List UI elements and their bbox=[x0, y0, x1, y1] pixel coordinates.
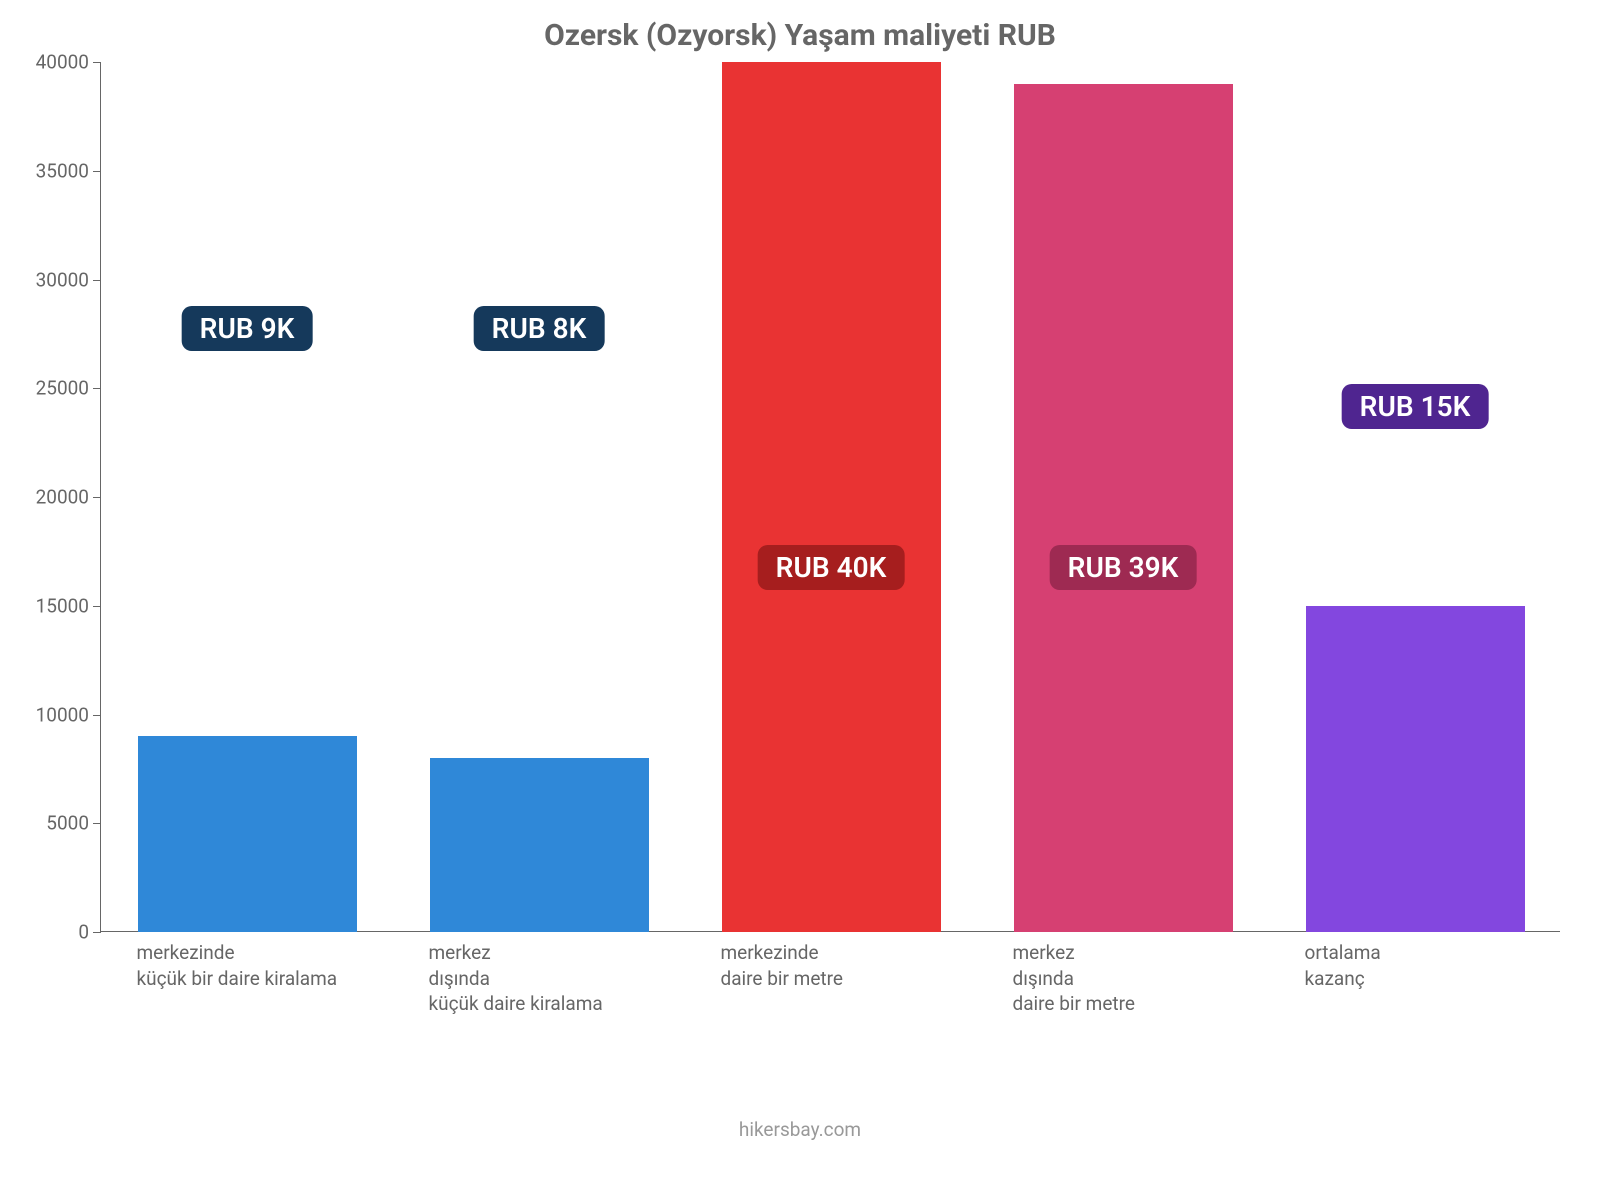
x-axis-category-label: ortalama kazanç bbox=[1305, 940, 1381, 991]
y-axis-tick-label: 35000 bbox=[36, 159, 101, 182]
attribution-text: hikersbay.com bbox=[0, 1118, 1600, 1141]
bar bbox=[430, 758, 649, 932]
plot-area: RUB 9KRUB 8KRUB 40KRUB 39KRUB 15K 050001… bbox=[100, 62, 1560, 932]
y-axis-tick-label: 10000 bbox=[36, 703, 101, 726]
x-axis-category-label: merkez dışında küçük daire kiralama bbox=[429, 940, 603, 1017]
bars-layer: RUB 9K RUB 8K RUB 40K RUB 39K RUB 15K bbox=[101, 62, 1560, 932]
value-badge: RUB 39K bbox=[1050, 545, 1197, 590]
value-badge: RUB 9K bbox=[182, 306, 313, 351]
y-axis-tick-label: 40000 bbox=[36, 51, 101, 74]
y-axis-tick-label: 30000 bbox=[36, 268, 101, 291]
y-axis-tick-label: 20000 bbox=[36, 486, 101, 509]
y-axis-tick-label: 15000 bbox=[36, 594, 101, 617]
y-axis-tick-label: 25000 bbox=[36, 377, 101, 400]
bar bbox=[722, 62, 941, 932]
x-axis-category-label: merkez dışında daire bir metre bbox=[1013, 940, 1135, 1017]
bar bbox=[1306, 606, 1525, 932]
value-badge: RUB 15K bbox=[1342, 384, 1489, 429]
bar bbox=[1014, 84, 1233, 932]
y-axis-tick-label: 5000 bbox=[46, 812, 101, 835]
y-axis-tick-label: 0 bbox=[78, 921, 101, 944]
bar bbox=[138, 736, 357, 932]
x-axis-category-label: merkezinde daire bir metre bbox=[721, 940, 843, 991]
cost-of-living-chart: Ozersk (Ozyorsk) Yaşam maliyeti RUB RUB … bbox=[0, 0, 1600, 1200]
value-badge: RUB 8K bbox=[474, 306, 605, 351]
value-badge: RUB 40K bbox=[758, 545, 905, 590]
chart-title: Ozersk (Ozyorsk) Yaşam maliyeti RUB bbox=[0, 18, 1600, 53]
x-axis-category-label: merkezinde küçük bir daire kiralama bbox=[137, 940, 338, 991]
